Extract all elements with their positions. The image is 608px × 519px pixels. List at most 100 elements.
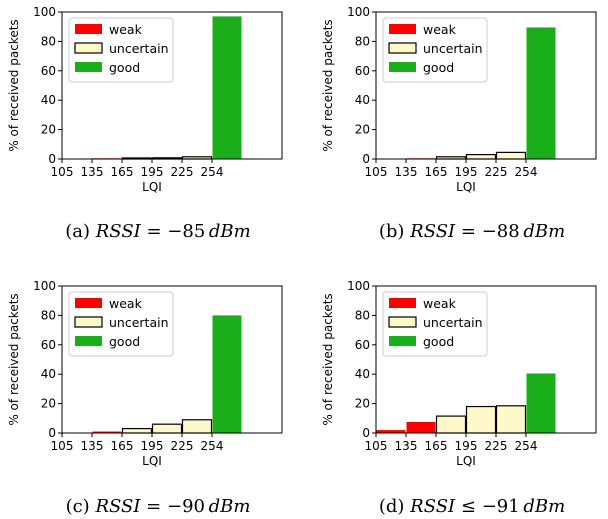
x-tick-label: 165 (111, 439, 134, 453)
y-axis-label: % of received packets (7, 293, 21, 425)
legend-swatch-uncertain (74, 316, 103, 328)
panel-caption: (d) RSSI ≤ −91 dBm (379, 496, 565, 517)
bar-uncertain-165-195 (435, 415, 467, 434)
legend-swatch-good (75, 62, 102, 72)
x-tick-label: 254 (201, 439, 224, 453)
y-tick-label: 0 (48, 152, 56, 166)
bar-weak-105-135 (376, 430, 406, 433)
chart-panel-2: 0 20 40 60 80 100 105 135 165 195 225 254 LQI % of re… (321, 5, 597, 242)
x-tick-label: 225 (171, 165, 194, 179)
bar-uncertain-225-254 (495, 405, 527, 434)
y-tick-label: 40 (41, 93, 56, 107)
chart-panel-4: 0 20 40 60 80 100 105 135 165 195 225 254 LQI % of re… (321, 279, 597, 517)
x-tick-label: 195 (455, 165, 478, 179)
x-tick-label: 135 (81, 439, 104, 453)
x-tick-label: 195 (141, 165, 164, 179)
x-axis-label: LQI (456, 180, 476, 194)
bar-weak-135-165 (92, 431, 122, 433)
axes-frame (375, 285, 597, 434)
legend-label-good: good (423, 334, 454, 349)
legend-label-good: good (109, 60, 140, 75)
legend-swatch-good (389, 336, 416, 346)
x-tick-label: 165 (425, 439, 448, 453)
chart-panel-1: 0 20 40 60 80 100 105 135 165 195 225 254 LQI % of re… (7, 5, 283, 242)
x-tick-label: 165 (425, 165, 448, 179)
legend-swatch-uncertain (388, 316, 417, 328)
x-tick-label: 105 (365, 165, 388, 179)
legend-swatch-weak (75, 24, 102, 34)
y-tick-label: 80 (355, 34, 370, 48)
y-tick-label: 20 (355, 123, 370, 137)
y-tick-label: 60 (355, 64, 370, 78)
legend-label-uncertain: uncertain (423, 41, 483, 56)
panel-caption: (c) RSSI = −90 dBm (66, 496, 251, 517)
x-tick-label: 135 (395, 165, 418, 179)
y-axis-label: % of received packets (321, 293, 335, 425)
bar-uncertain-225-254 (181, 419, 213, 434)
bar-uncertain-195-225 (151, 423, 183, 434)
x-tick-label: 105 (365, 439, 388, 453)
bar-uncertain-195-225 (465, 153, 497, 160)
y-tick-label: 0 (362, 426, 370, 440)
y-tick-label: 80 (355, 308, 370, 322)
legend-swatch-weak (75, 298, 102, 308)
legend-label-weak: weak (423, 296, 457, 311)
x-axis-label: LQI (456, 454, 476, 468)
y-axis-label: % of received packets (321, 19, 335, 151)
y-tick-label: 80 (41, 34, 56, 48)
y-tick-label: 60 (355, 338, 370, 352)
x-tick-label: 254 (201, 165, 224, 179)
legend-label-good: good (109, 334, 140, 349)
y-tick-label: 0 (48, 426, 56, 440)
legend-swatch-good (389, 62, 416, 72)
bar-uncertain-195-225 (465, 405, 497, 434)
x-tick-label: 105 (51, 165, 74, 179)
legend-label-weak: weak (423, 22, 457, 37)
legend-label-weak: weak (109, 296, 143, 311)
y-tick-label: 60 (41, 338, 56, 352)
y-tick-label: 20 (41, 123, 56, 137)
x-axis-label: LQI (142, 180, 162, 194)
y-tick-label: 0 (362, 152, 370, 166)
legend-label-uncertain: uncertain (109, 41, 169, 56)
legend-label-uncertain: uncertain (109, 315, 169, 330)
legend-swatch-uncertain (74, 42, 103, 54)
x-tick-label: 195 (141, 439, 164, 453)
legend-swatch-good (75, 336, 102, 346)
x-tick-label: 165 (111, 165, 134, 179)
y-tick-label: 100 (347, 279, 370, 293)
x-tick-label: 135 (81, 165, 104, 179)
legend-label-uncertain: uncertain (423, 315, 483, 330)
panel-caption: (b) RSSI = −88 dBm (379, 221, 565, 242)
bar-weak-135-165 (406, 421, 436, 433)
y-tick-label: 40 (355, 367, 370, 381)
panel-caption: (a) RSSI = −85 dBm (65, 221, 250, 242)
x-axis-label: LQI (142, 454, 162, 468)
y-tick-label: 40 (41, 367, 56, 381)
x-tick-label: 105 (51, 439, 74, 453)
axes-frame (61, 11, 283, 160)
y-tick-label: 40 (355, 93, 370, 107)
legend-label-weak: weak (109, 22, 143, 37)
legend-label-good: good (423, 60, 454, 75)
bar-good-254 (212, 16, 242, 159)
y-tick-label: 100 (33, 279, 56, 293)
y-axis-label: % of received packets (7, 19, 21, 151)
x-tick-label: 225 (171, 439, 194, 453)
x-tick-label: 225 (485, 439, 508, 453)
legend-swatch-uncertain (388, 42, 417, 54)
y-tick-label: 100 (347, 5, 370, 19)
y-tick-label: 20 (41, 397, 56, 411)
chart-panel-3: 0 20 40 60 80 100 105 135 165 195 225 254 LQI % of re… (7, 279, 283, 517)
bar-good-254 (212, 315, 242, 433)
axes-frame (61, 285, 283, 434)
y-tick-label: 60 (41, 64, 56, 78)
x-tick-label: 195 (455, 439, 478, 453)
legend-swatch-weak (389, 298, 416, 308)
x-tick-label: 225 (485, 165, 508, 179)
y-tick-label: 100 (33, 5, 56, 19)
bar-good-254 (526, 373, 556, 433)
bar-uncertain-165-195 (121, 427, 153, 434)
y-tick-label: 80 (41, 308, 56, 322)
